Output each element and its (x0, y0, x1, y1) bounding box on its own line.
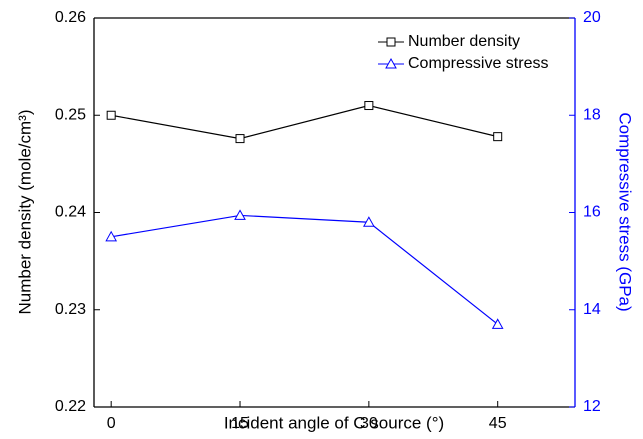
y-tick-label: 0.22 (55, 398, 86, 415)
marker (105, 230, 118, 242)
marker (491, 318, 504, 329)
legend-marker (385, 57, 397, 69)
legend-label: Compressive stress (408, 55, 548, 72)
line (111, 214, 499, 325)
marker (493, 132, 503, 142)
y-tick-label: 0.23 (55, 301, 86, 318)
legend-label: Number density (408, 33, 520, 50)
marker (235, 134, 245, 144)
y2-tick-label: 14 (583, 301, 601, 318)
y-tick-label: 0.26 (55, 9, 86, 26)
marker (363, 216, 375, 227)
y2-tick-label: 16 (583, 204, 601, 221)
x-axis-label: Incident angle of C source (°) (224, 413, 444, 432)
y-tick-label: 0.24 (55, 204, 86, 221)
line (111, 104, 498, 140)
y2-tick-label: 20 (583, 9, 601, 26)
y2-tick-label: 18 (583, 106, 601, 123)
marker (234, 209, 246, 220)
marker (364, 101, 374, 111)
legend-marker (386, 37, 396, 47)
y2-axis-label: Compressive stress (GPa) (616, 112, 635, 311)
marker (106, 110, 116, 120)
x-tick-label: 15 (231, 415, 249, 432)
x-tick-label: 0 (107, 415, 116, 432)
x-tick-label: 30 (360, 415, 378, 432)
y2-tick-label: 12 (583, 398, 601, 415)
x-tick-label: 45 (489, 415, 507, 432)
y-axis-label: Number density (mole/cm³) (15, 110, 34, 315)
y-tick-label: 0.25 (55, 106, 86, 123)
